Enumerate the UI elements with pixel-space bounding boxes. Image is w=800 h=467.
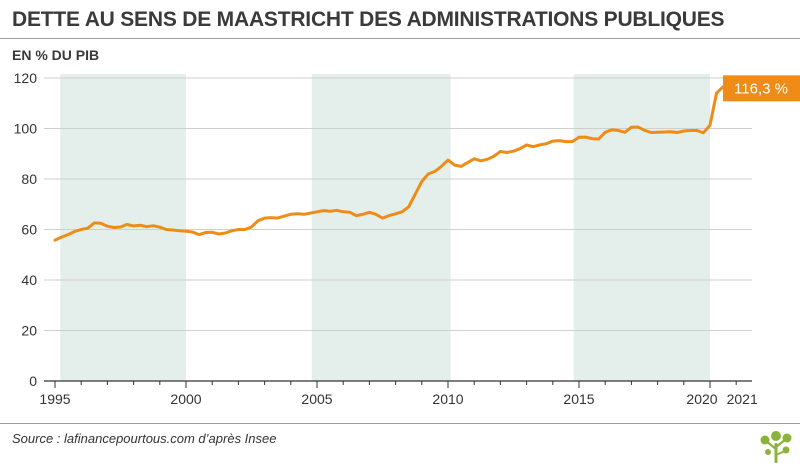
callout-label: 116,3 % <box>734 80 788 97</box>
x-tick-2000: 2000 <box>170 391 201 407</box>
x-tick-2010: 2010 <box>432 391 463 407</box>
x-tick-2005: 2005 <box>301 391 332 407</box>
title-divider <box>0 38 800 39</box>
shaded-period-2 <box>311 74 451 381</box>
tree-logo-shape <box>760 431 792 463</box>
y-tick-0: 0 <box>29 373 37 389</box>
last-value-callout: 116,3 % <box>723 75 800 102</box>
y-axis-ticks: 0 20 40 60 80 100 120 <box>14 70 38 389</box>
y-tick-60: 60 <box>21 222 37 238</box>
x-axis <box>44 380 752 388</box>
source-note: Source : lafinancepourtous.com d’après I… <box>12 431 277 446</box>
callout-background <box>723 75 800 102</box>
y-tick-100: 100 <box>14 121 38 137</box>
chart-subtitle-unit: EN % DU PIB <box>12 47 100 63</box>
x-tick-1995: 1995 <box>39 391 70 407</box>
y-tick-120: 120 <box>14 70 38 86</box>
chart-title: DETTE AU SENS DE MAASTRICHT DES ADMINIST… <box>12 8 725 31</box>
shaded-period-3 <box>573 74 710 381</box>
y-tick-80: 80 <box>21 171 37 187</box>
x-tick-2021: 2021 <box>727 391 758 407</box>
y-tick-40: 40 <box>21 272 37 288</box>
x-axis-ticks: 1995 2000 2005 2010 2015 2020 2021 <box>39 391 758 407</box>
series-line-debt <box>53 81 751 242</box>
x-tick-2020: 2020 <box>686 391 717 407</box>
x-tick-2015: 2015 <box>563 391 594 407</box>
tree-logo-icon <box>760 431 792 463</box>
source-divider <box>0 423 800 424</box>
y-tick-20: 20 <box>21 323 37 339</box>
